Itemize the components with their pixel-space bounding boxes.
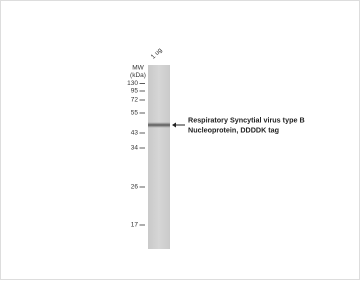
unit-label: (kDa): [130, 72, 146, 79]
marker-label: 43: [131, 130, 139, 137]
annotation-line: Nucleoprotein, DDDDK tag: [188, 125, 279, 134]
marker-label: 72: [131, 97, 139, 104]
lane: [148, 65, 170, 249]
band: [148, 123, 170, 128]
marker-label: 130: [127, 80, 138, 87]
page: 1 ug MW (kDa) 13095725543342617 Respirat…: [0, 0, 360, 280]
annotation-line: Respiratory Syncytial virus type B: [188, 115, 305, 124]
mw-label: MW: [132, 65, 144, 72]
frame: [1, 1, 360, 280]
marker-label: 34: [131, 145, 139, 152]
marker-label: 55: [131, 110, 139, 117]
marker-label: 26: [131, 184, 139, 191]
marker-label: 95: [131, 88, 139, 95]
marker-label: 17: [131, 222, 139, 229]
figure: 1 ug MW (kDa) 13095725543342617 Respirat…: [0, 0, 360, 280]
